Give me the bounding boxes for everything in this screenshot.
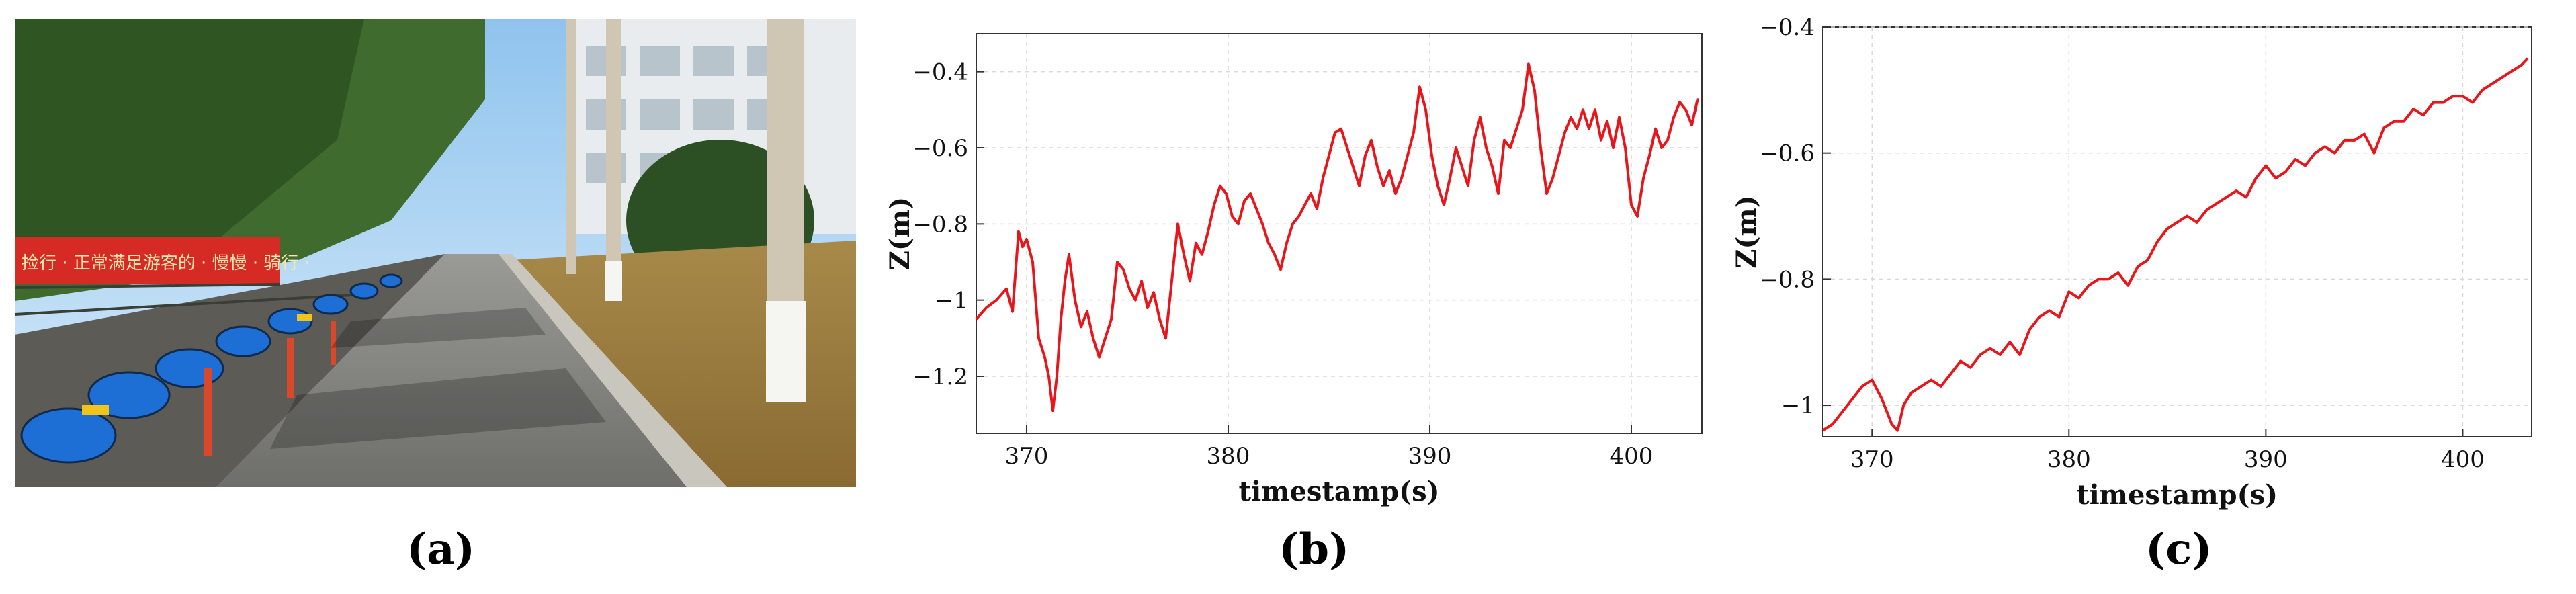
- x-tick-label: 390: [2244, 446, 2288, 473]
- y-tick-label: −0.4: [1759, 14, 1815, 41]
- series-line: [975, 62, 1699, 412]
- banner-text: 捡行 · 正常满足游客的 · 慢慢 · 骑行 ·: [22, 253, 310, 273]
- panel-label-a: (a): [406, 524, 476, 575]
- x-tick-label: 380: [1207, 443, 1250, 470]
- y-tick-label: −0.6: [912, 135, 968, 162]
- y-tick-label: −0.4: [912, 59, 968, 86]
- y-tick-label: −0.8: [912, 211, 968, 238]
- x-axis-label: timestamp(s): [1238, 476, 1439, 507]
- red-banner: [15, 237, 280, 284]
- plot-frame: [1822, 26, 2532, 437]
- x-axis-label: timestamp(s): [2077, 479, 2278, 511]
- y-tick-label: −1: [1781, 392, 1815, 419]
- y-tick-label: −1.2: [912, 364, 968, 390]
- x-tick-label: 370: [1005, 443, 1049, 470]
- series-line: [1821, 57, 2529, 432]
- panel-label-b: (b): [1279, 524, 1350, 575]
- y-axis-label: Z(m): [887, 197, 916, 270]
- x-tick-label: 390: [1408, 443, 1452, 470]
- plot-frame: [976, 33, 1703, 434]
- x-tick-label: 370: [1850, 446, 1894, 473]
- y-tick-label: −1: [935, 288, 968, 314]
- street-photo-illustration: 捡行 · 正常满足游客的 · 慢慢 · 骑行 ·: [15, 19, 856, 487]
- x-tick-label: 380: [2047, 446, 2091, 473]
- x-tick-label: 400: [2441, 446, 2485, 473]
- chart-b: 370 380 390 400 −0.4 −0.6 −0.8 −1 −1.2 timestamp(…: [887, 33, 1703, 507]
- y-tick-label: −0.6: [1759, 140, 1815, 167]
- panel-label-c: (c): [2145, 524, 2213, 575]
- street-photo: 捡行 · 正常满足游客的 · 慢慢 · 骑行 ·: [15, 19, 856, 487]
- chart-c: 370 380 390 400 −0.4 −0.6 −0.8 −1 timestamp(s) Z(…: [1731, 14, 2532, 511]
- x-tick-label: 400: [1610, 443, 1654, 470]
- y-tick-label: −0.8: [1759, 266, 1815, 293]
- y-axis-label: Z(m): [1731, 195, 1762, 268]
